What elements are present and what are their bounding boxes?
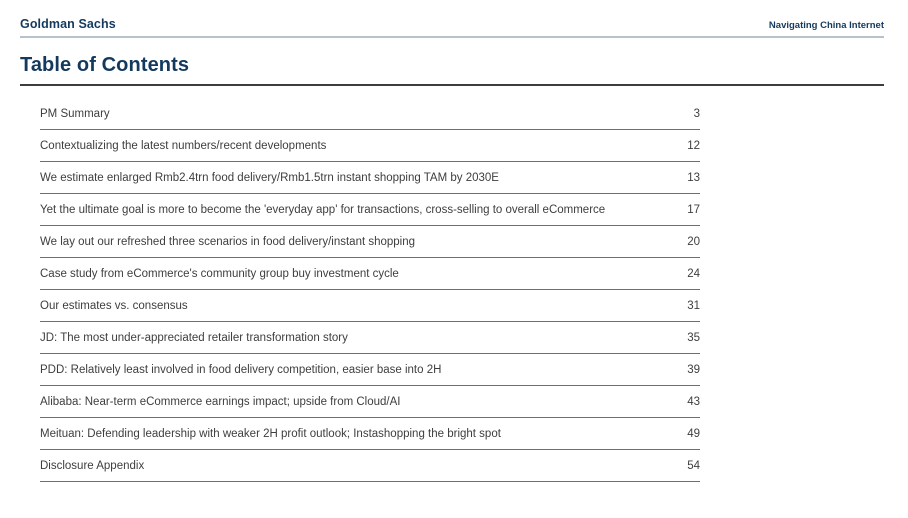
toc-entry-label[interactable]: Yet the ultimate goal is more to become … [40, 203, 606, 216]
toc-entry-label[interactable]: Alibaba: Near-term eCommerce earnings im… [40, 395, 401, 408]
toc-row[interactable]: We lay out our refreshed three scenarios… [40, 226, 700, 258]
toc-entry-page-number[interactable]: 3 [693, 107, 700, 120]
toc-entry-page-number[interactable]: 54 [687, 459, 700, 472]
toc-row[interactable]: Contextualizing the latest numbers/recen… [40, 130, 700, 162]
toc-entry-page-number[interactable]: 17 [687, 203, 700, 216]
toc-entry-page-number[interactable]: 12 [687, 139, 700, 152]
toc-entry-label[interactable]: We lay out our refreshed three scenarios… [40, 235, 416, 248]
toc-entry-page-number[interactable]: 39 [687, 363, 700, 376]
brand-goldman-sachs: Goldman Sachs [20, 17, 116, 31]
toc-entry-page-number[interactable]: 31 [687, 299, 700, 312]
toc-entry-page-number[interactable]: 24 [687, 267, 700, 280]
toc-entry-page-number[interactable]: 49 [687, 427, 700, 440]
toc-entry-label[interactable]: JD: The most under-appreciated retailer … [40, 331, 348, 344]
page-header: Goldman Sachs Navigating China Internet [20, 0, 884, 38]
toc-entry-label[interactable]: Disclosure Appendix [40, 459, 145, 472]
toc-row[interactable]: PM Summary 3 [40, 98, 700, 130]
toc-row[interactable]: JD: The most under-appreciated retailer … [40, 322, 700, 354]
toc-entry-label[interactable]: Contextualizing the latest numbers/recen… [40, 139, 327, 152]
toc-row[interactable]: Yet the ultimate goal is more to become … [40, 194, 700, 226]
toc-row[interactable]: Alibaba: Near-term eCommerce earnings im… [40, 386, 700, 418]
toc-entry-label[interactable]: We estimate enlarged Rmb2.4trn food deli… [40, 171, 499, 184]
title-section: Table of Contents [20, 38, 884, 86]
toc-row[interactable]: Disclosure Appendix 54 [40, 450, 700, 482]
toc-entry-label[interactable]: Case study from eCommerce's community gr… [40, 267, 399, 280]
toc-table: PM Summary 3 Contextualizing the latest … [40, 98, 700, 482]
toc-row[interactable]: Meituan: Defending leadership with weake… [40, 418, 700, 450]
toc-entry-label[interactable]: PDD: Relatively least involved in food d… [40, 363, 442, 376]
toc-row[interactable]: We estimate enlarged Rmb2.4trn food deli… [40, 162, 700, 194]
toc-row[interactable]: PDD: Relatively least involved in food d… [40, 354, 700, 386]
toc-entry-label[interactable]: PM Summary [40, 107, 110, 120]
toc-row[interactable]: Our estimates vs. consensus 31 [40, 290, 700, 322]
toc-entry-label[interactable]: Our estimates vs. consensus [40, 299, 188, 312]
toc-entry-page-number[interactable]: 43 [687, 395, 700, 408]
report-title: Navigating China Internet [768, 20, 884, 31]
toc-entry-page-number[interactable]: 20 [687, 235, 700, 248]
page-title: Table of Contents [20, 54, 190, 76]
toc-entry-label[interactable]: Meituan: Defending leadership with weake… [40, 427, 501, 440]
toc-entry-page-number[interactable]: 13 [687, 171, 700, 184]
toc-entry-page-number[interactable]: 35 [687, 331, 700, 344]
toc-row[interactable]: Case study from eCommerce's community gr… [40, 258, 700, 290]
